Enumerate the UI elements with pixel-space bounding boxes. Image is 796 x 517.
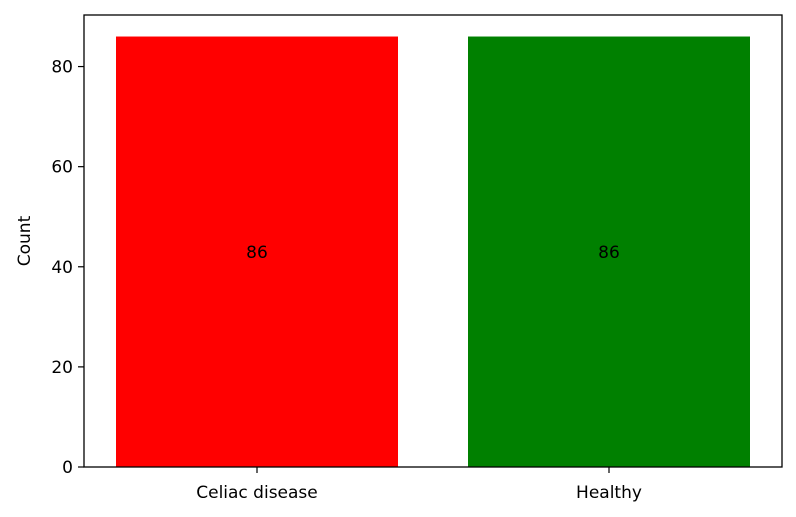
bars-layer: [116, 36, 750, 468]
data-label-healthy: 86: [598, 243, 620, 263]
x-axis: Celiac disease Healthy: [196, 467, 642, 503]
y-tick-label: 60: [51, 158, 73, 178]
data-label-celiac-disease: 86: [246, 243, 268, 263]
y-tick-label: 0: [62, 458, 73, 478]
y-axis: 0 20 40 60 80: [51, 58, 84, 478]
x-tick-label: Celiac disease: [196, 483, 318, 503]
bar-celiac-disease: [116, 36, 398, 468]
y-tick-label: 80: [51, 58, 73, 78]
plot-frame: [83, 14, 783, 468]
y-tick-label: 20: [51, 358, 73, 378]
x-tick-label: Healthy: [576, 483, 642, 503]
bar-healthy: [468, 36, 750, 468]
data-labels-layer: 86 86: [246, 243, 620, 263]
y-axis-label: Count: [15, 215, 35, 266]
y-tick-label: 40: [51, 258, 73, 278]
